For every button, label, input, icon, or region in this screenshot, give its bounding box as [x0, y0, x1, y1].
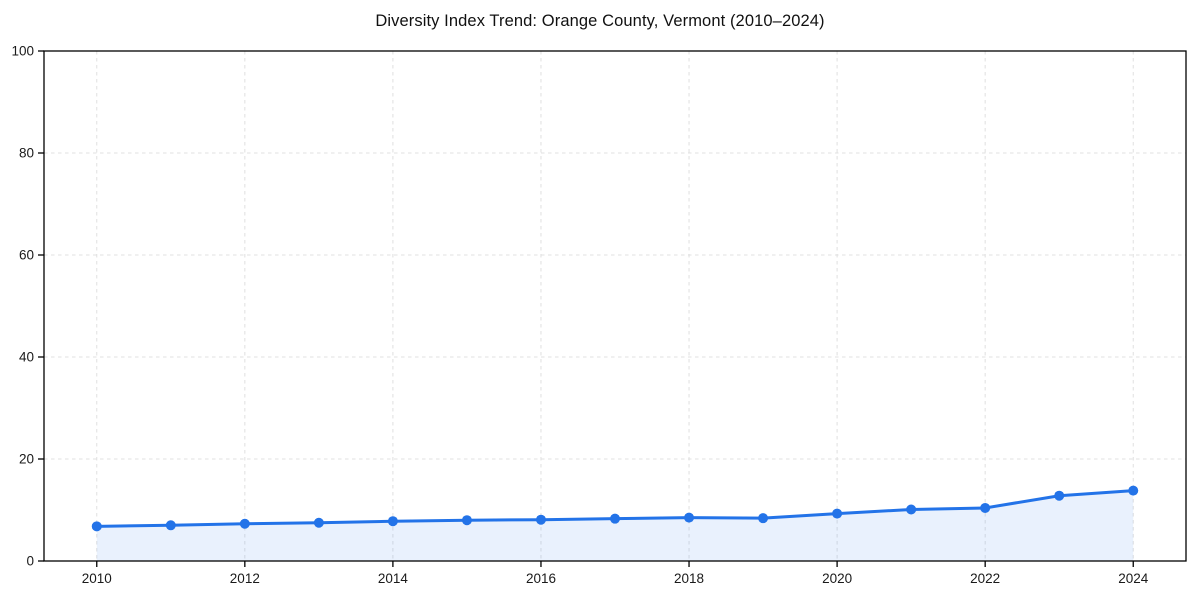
data-point-marker [980, 502, 991, 513]
x-tick-label: 2016 [526, 571, 556, 586]
x-tick-label: 2012 [230, 571, 260, 586]
y-tick-label: 0 [26, 554, 34, 569]
data-point-marker [1128, 485, 1139, 496]
x-tick-label: 2022 [970, 571, 1000, 586]
y-tick-label: 80 [19, 146, 34, 161]
area-fill [96, 490, 1134, 561]
data-point-marker [461, 515, 472, 526]
chart-title: Diversity Index Trend: Orange County, Ve… [375, 12, 825, 30]
y-tick-label: 40 [19, 350, 34, 365]
data-point-marker [832, 508, 843, 519]
x-tick-label: 2024 [1118, 571, 1149, 586]
data-point-marker [387, 516, 398, 527]
x-tick-label: 2020 [822, 571, 852, 586]
data-point-marker [91, 521, 102, 532]
x-tick-label: 2010 [82, 571, 112, 586]
data-point-marker [535, 514, 546, 525]
y-tick-label: 100 [11, 44, 34, 59]
y-tick-label: 60 [19, 248, 34, 263]
data-point-marker [758, 513, 769, 524]
data-point-marker [165, 520, 176, 531]
data-point-marker [313, 517, 324, 528]
data-point-marker [1054, 490, 1065, 501]
data-point-marker [239, 518, 250, 529]
x-tick-label: 2014 [378, 571, 409, 586]
plot-frame [43, 50, 1187, 562]
x-tick-label: 2018 [674, 571, 704, 586]
data-point-marker [684, 512, 695, 523]
data-point-marker [610, 513, 620, 524]
y-tick-label: 20 [19, 452, 34, 467]
data-point-marker [906, 504, 917, 515]
